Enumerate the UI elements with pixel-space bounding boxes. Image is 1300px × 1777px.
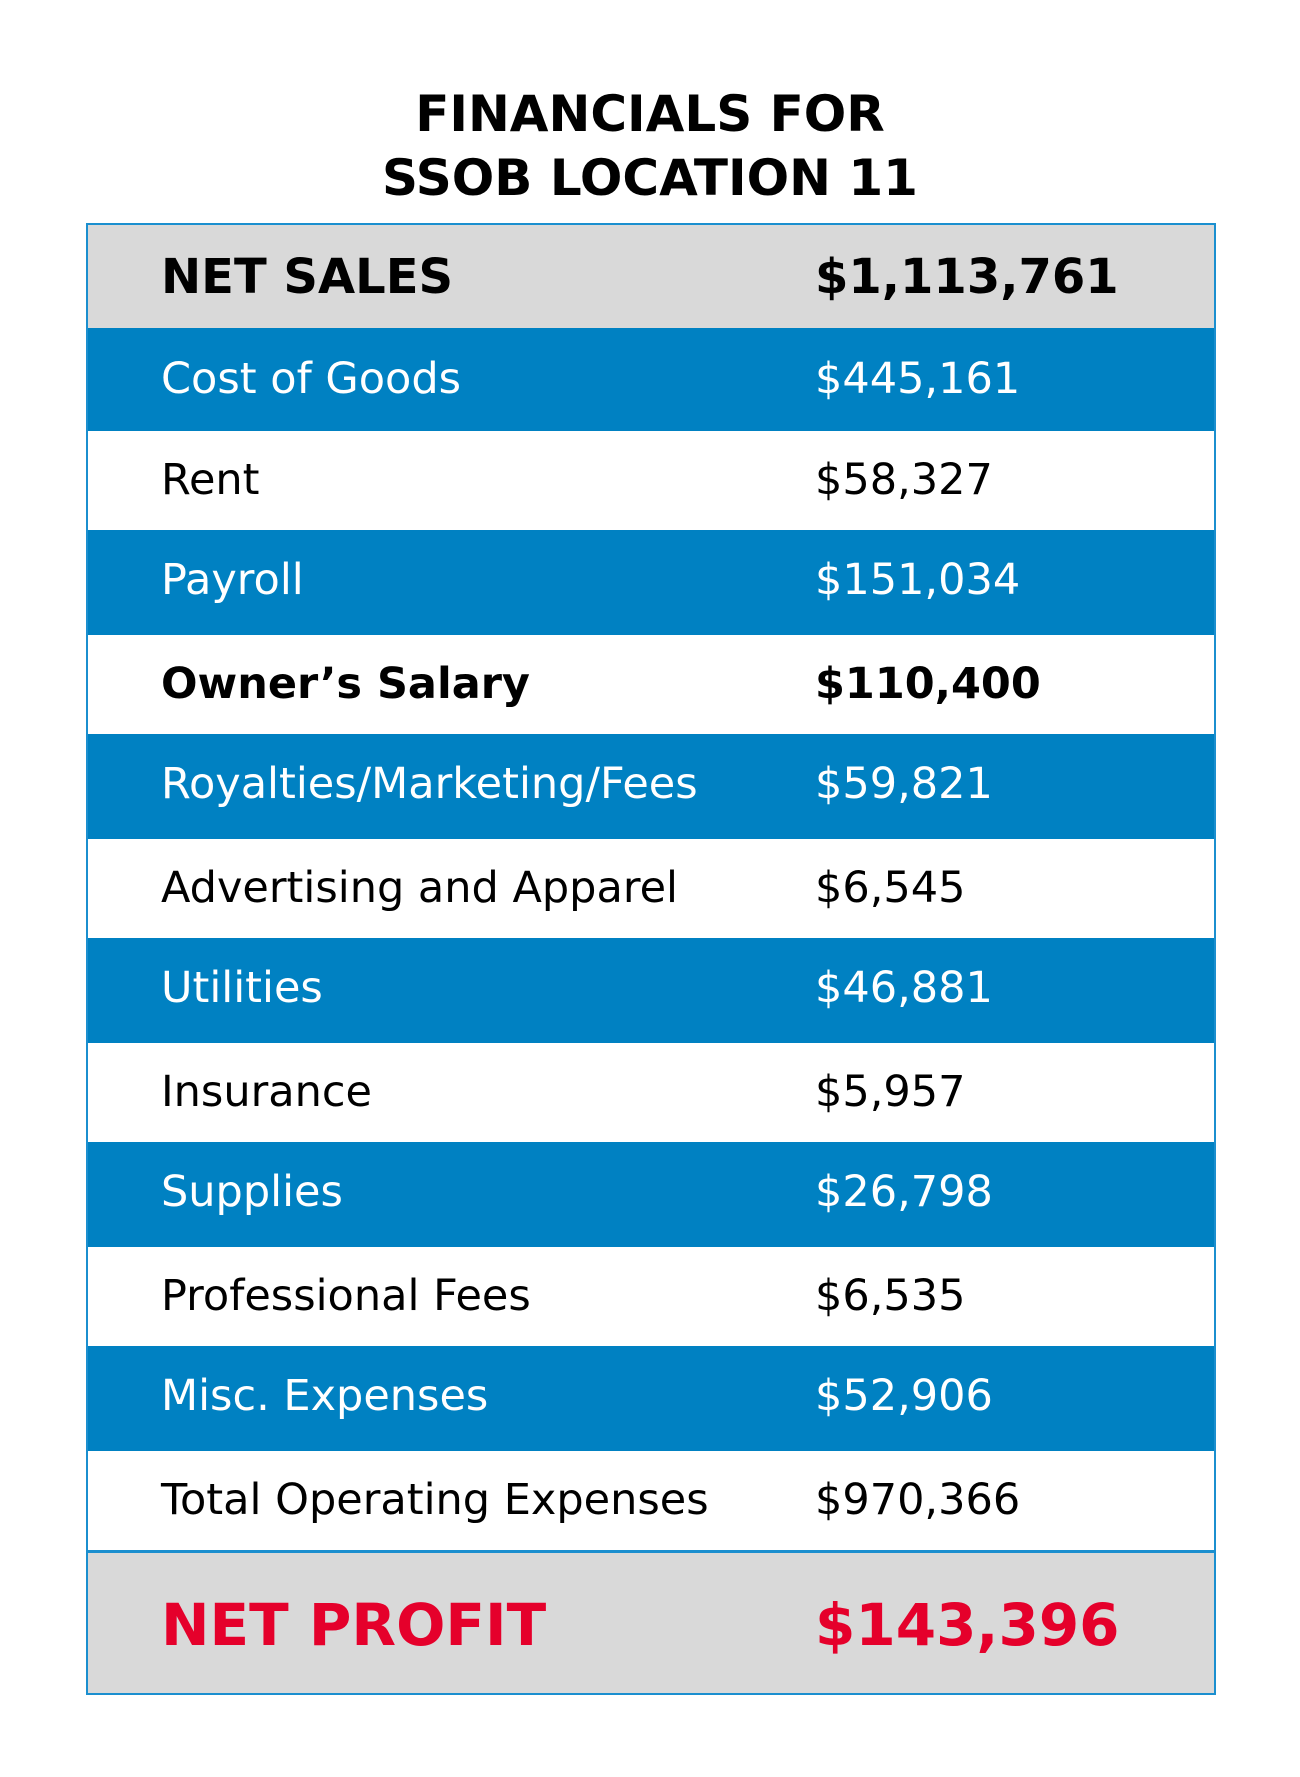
row-value: $445,161 bbox=[815, 354, 1021, 404]
row-value: $5,957 bbox=[815, 1067, 966, 1117]
financials-table: NET SALES $1,113,761 Cost of Goods $445,… bbox=[86, 223, 1216, 1695]
net-profit-value: $143,396 bbox=[815, 1591, 1120, 1659]
title-line-2: SSOB LOCATION 11 bbox=[382, 149, 918, 207]
row-label: Misc. Expenses bbox=[161, 1371, 489, 1421]
title-line-1: FINANCIALS FOR bbox=[415, 85, 885, 143]
row-label: Advertising and Apparel bbox=[161, 863, 678, 913]
row-label: Total Operating Expenses bbox=[161, 1475, 709, 1525]
table-row-professional-fees: Professional Fees $6,535 bbox=[88, 1247, 1214, 1346]
net-profit-label: NET PROFIT bbox=[161, 1591, 547, 1659]
row-label: Supplies bbox=[161, 1167, 343, 1217]
row-label: Cost of Goods bbox=[161, 354, 462, 404]
net-profit-row: NET PROFIT $143,396 bbox=[88, 1550, 1214, 1693]
table-row-supplies: Supplies $26,798 bbox=[88, 1142, 1214, 1247]
row-label: Professional Fees bbox=[161, 1271, 531, 1321]
table-row-advertising: Advertising and Apparel $6,545 bbox=[88, 839, 1214, 938]
row-value: $52,906 bbox=[815, 1371, 993, 1421]
page-title: FINANCIALS FOR SSOB LOCATION 11 bbox=[0, 82, 1300, 210]
table-row-total-operating-expenses: Total Operating Expenses $970,366 bbox=[88, 1451, 1214, 1550]
net-sales-row: NET SALES $1,113,761 bbox=[88, 225, 1214, 328]
row-label: Owner’s Salary bbox=[161, 659, 530, 709]
table-row-royalties: Royalties/Marketing/Fees $59,821 bbox=[88, 734, 1214, 839]
row-label: Royalties/Marketing/Fees bbox=[161, 759, 698, 809]
row-value: $46,881 bbox=[815, 963, 993, 1013]
row-value: $59,821 bbox=[815, 759, 993, 809]
table-row-misc-expenses: Misc. Expenses $52,906 bbox=[88, 1346, 1214, 1451]
table-row-rent: Rent $58,327 bbox=[88, 431, 1214, 530]
table-row-payroll: Payroll $151,034 bbox=[88, 530, 1214, 635]
row-label: Payroll bbox=[161, 555, 304, 605]
net-sales-label: NET SALES bbox=[161, 249, 454, 305]
row-label: Insurance bbox=[161, 1067, 372, 1117]
row-label: Utilities bbox=[161, 963, 323, 1013]
row-value: $6,535 bbox=[815, 1271, 966, 1321]
row-value: $151,034 bbox=[815, 555, 1021, 605]
row-value: $6,545 bbox=[815, 863, 966, 913]
table-row-utilities: Utilities $46,881 bbox=[88, 938, 1214, 1043]
table-row-insurance: Insurance $5,957 bbox=[88, 1043, 1214, 1142]
table-row-cost-of-goods: Cost of Goods $445,161 bbox=[88, 328, 1214, 431]
row-value: $970,366 bbox=[815, 1475, 1021, 1525]
net-sales-value: $1,113,761 bbox=[815, 249, 1119, 305]
row-value: $26,798 bbox=[815, 1167, 993, 1217]
table-row-owners-salary: Owner’s Salary $110,400 bbox=[88, 635, 1214, 734]
row-label: Rent bbox=[161, 455, 260, 505]
row-value: $58,327 bbox=[815, 455, 993, 505]
row-value: $110,400 bbox=[815, 659, 1041, 709]
